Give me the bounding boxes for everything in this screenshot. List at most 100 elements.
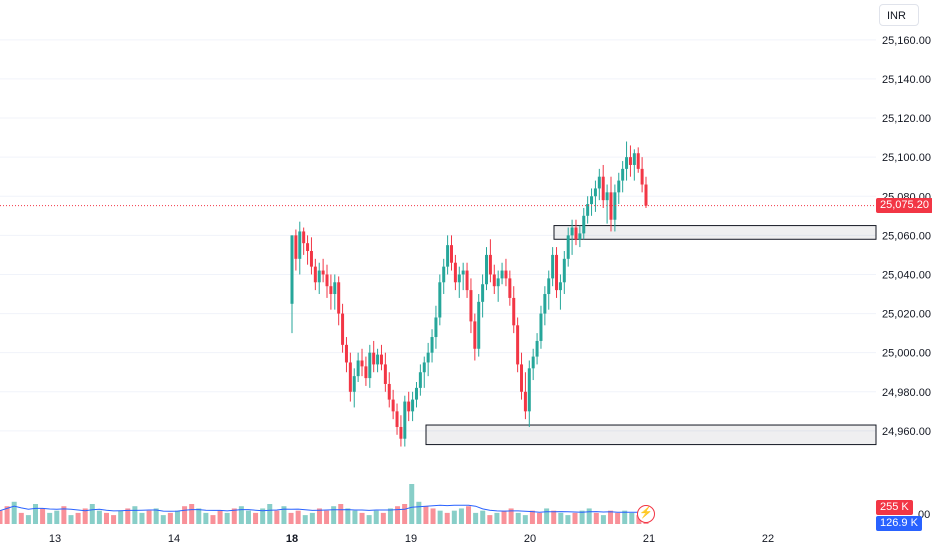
candle-body [352,376,356,392]
y-tick-label: 25,100.00 [882,152,931,164]
volume-bar [487,515,493,524]
volume-bar [61,506,67,524]
volume-bar [47,512,53,524]
volume-bar [111,515,117,524]
candle-body [543,294,547,314]
volume-bar [160,515,166,524]
volume-bar [217,510,223,524]
candle-body [632,153,636,165]
volume-bar [182,506,188,524]
candle-body [337,282,341,314]
zone-boxes [425,225,877,446]
volume-bar [68,515,74,524]
volume-bar [558,512,564,524]
candle-body [617,180,621,193]
candle-body [601,176,605,201]
volume-bar [25,515,31,524]
volume-bar [103,512,109,524]
candle-body [593,188,597,197]
volume-bar [338,504,344,524]
volume-bar [316,508,322,524]
candle-body [562,258,566,283]
candle-body [290,235,294,304]
candle-body [302,231,306,244]
candle-body [461,270,465,275]
candle-body [586,204,590,216]
candle-body [333,282,337,295]
candle-body [500,270,504,279]
volume-bar [224,512,230,524]
volume-bar [153,508,159,524]
candle-body [313,266,317,283]
volume-bar [494,512,500,524]
volume-bar [260,508,266,524]
candle-body [496,278,500,287]
candle-body [395,411,399,427]
volume-bar [32,504,38,524]
volume-bar [593,512,599,524]
candle-body [387,383,391,400]
volume-bar [167,512,173,524]
volume-bar [551,510,557,524]
candle-body [411,399,415,412]
candle-body [356,360,360,377]
volume-bar [430,508,436,524]
volume-bar [345,508,351,524]
volume-bar [231,508,237,524]
volume-bar [139,512,145,524]
volume-bar [331,506,337,524]
candle-body [418,372,422,388]
x-tick-label: 19 [405,533,417,545]
volume-bar [274,510,280,524]
volume-bar [444,512,450,524]
candle-body [465,270,469,291]
price-grid [0,39,876,432]
candle-body [582,215,586,234]
y-tick-label: 25,020.00 [882,309,931,321]
volume-bar [537,512,543,524]
candle-body [504,270,508,279]
y-tick-label: 25,000.00 [882,348,931,360]
candle-body [430,337,434,353]
volume-bar [324,510,330,524]
candle-body [531,356,535,369]
candle-body [368,352,372,379]
candle-body [516,325,520,365]
time-axis[interactable]: 13 14 18 19 20 21 22 [49,533,774,545]
x-tick-label: 21 [643,533,655,545]
price-axis[interactable]: 25,160.00 25,140.00 25,120.00 25,100.00 25,0… [882,35,931,521]
candle-body [508,278,512,298]
lightning-icon[interactable]: ⚡ [637,505,655,523]
candle-body [341,313,345,345]
candle-body [597,176,601,189]
candle-body [309,251,313,267]
candle-body [438,282,442,318]
x-tick-label: 13 [49,533,61,545]
volume-bar [423,506,429,524]
candle-body [442,266,446,283]
volume-bar [409,484,415,524]
candle-body [399,426,403,439]
currency-selector[interactable]: INR [879,4,919,26]
volume-ma-line [0,504,646,513]
y-tick-label: 25,140.00 [882,74,931,86]
volume-bar [458,508,464,524]
candle-body [621,168,625,181]
candle-body [574,227,578,240]
candle-body [317,270,321,283]
volume-bar [466,506,472,524]
candle-body [391,399,395,412]
volume-bar [402,504,408,524]
candle-body [625,157,629,169]
candle-body [426,352,430,363]
volume-bar [281,506,287,524]
volume-bar [395,506,401,524]
candle-body [379,354,383,365]
volume-bar [515,512,521,524]
volume-bars [0,484,649,524]
y-tick-label: 25,120.00 [882,113,931,125]
candle-body [488,254,492,275]
candle-body [457,274,461,283]
candle-body [485,254,489,285]
